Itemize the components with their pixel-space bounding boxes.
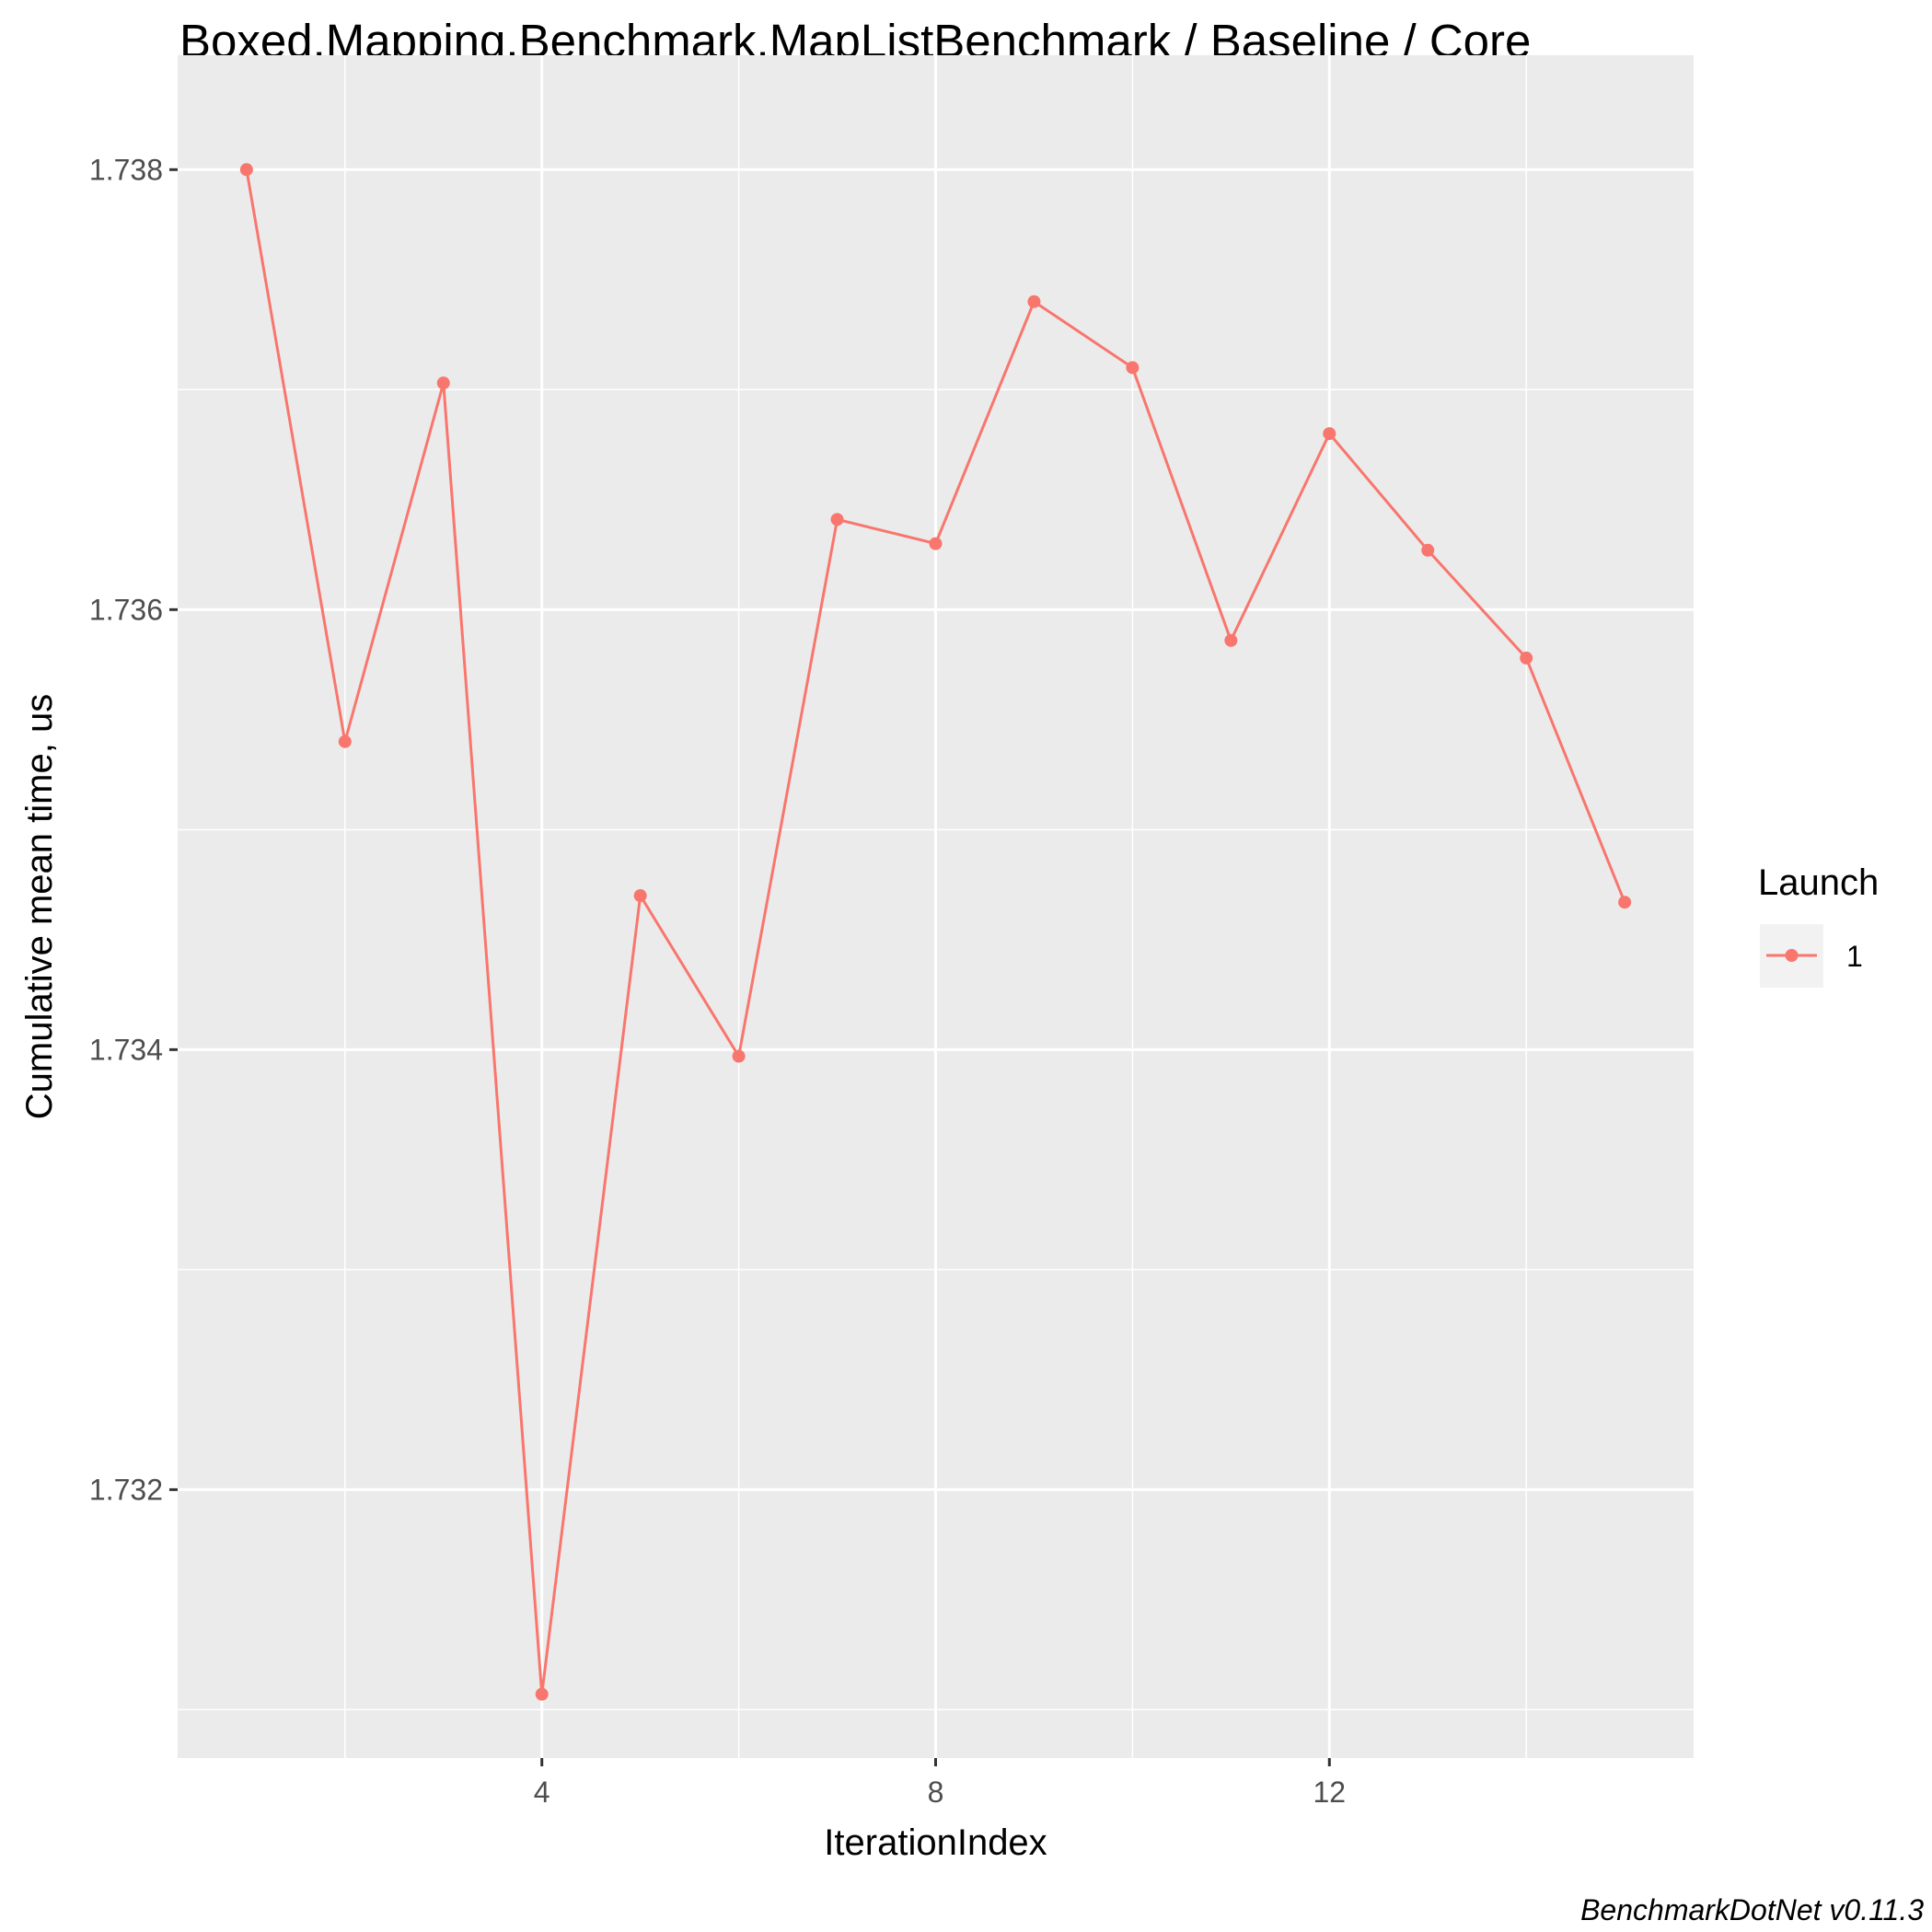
data-point [1323, 427, 1336, 441]
y-tick-label: 1.734 [89, 1033, 163, 1066]
data-point [1421, 543, 1435, 557]
y-axis: 1.732 1.734 1.736 1.738 [89, 153, 178, 1506]
x-axis: 4 8 12 [534, 1758, 1346, 1809]
data-point [1520, 651, 1533, 665]
y-axis-title: Cumulative mean time, us [19, 694, 60, 1119]
y-tick-label: 1.736 [89, 593, 163, 626]
data-point [239, 163, 253, 177]
series-layer [239, 163, 1632, 1701]
data-point [1027, 295, 1041, 308]
data-point [1224, 633, 1238, 647]
data-point [1126, 361, 1140, 375]
caption: BenchmarkDotNet v0.11.3 [1580, 1893, 1924, 1926]
data-point [830, 513, 844, 526]
x-tick-label: 12 [1313, 1776, 1346, 1809]
data-point [732, 1049, 746, 1063]
data-point [929, 537, 943, 550]
legend-key-point [1785, 949, 1799, 962]
data-point [338, 735, 352, 748]
y-tick-label: 1.738 [89, 153, 163, 186]
data-point [535, 1687, 549, 1701]
legend: Launch 1 [1758, 862, 1879, 988]
y-tick-label: 1.732 [89, 1473, 163, 1506]
data-point [436, 376, 450, 390]
x-tick-label: 8 [928, 1776, 944, 1809]
legend-label: 1 [1846, 940, 1863, 973]
data-point [1618, 896, 1632, 909]
grid-major [178, 55, 1694, 1758]
legend-title: Launch [1758, 862, 1879, 903]
x-axis-title: IterationIndex [824, 1822, 1047, 1863]
x-tick-label: 4 [534, 1776, 550, 1809]
data-point [633, 889, 647, 903]
